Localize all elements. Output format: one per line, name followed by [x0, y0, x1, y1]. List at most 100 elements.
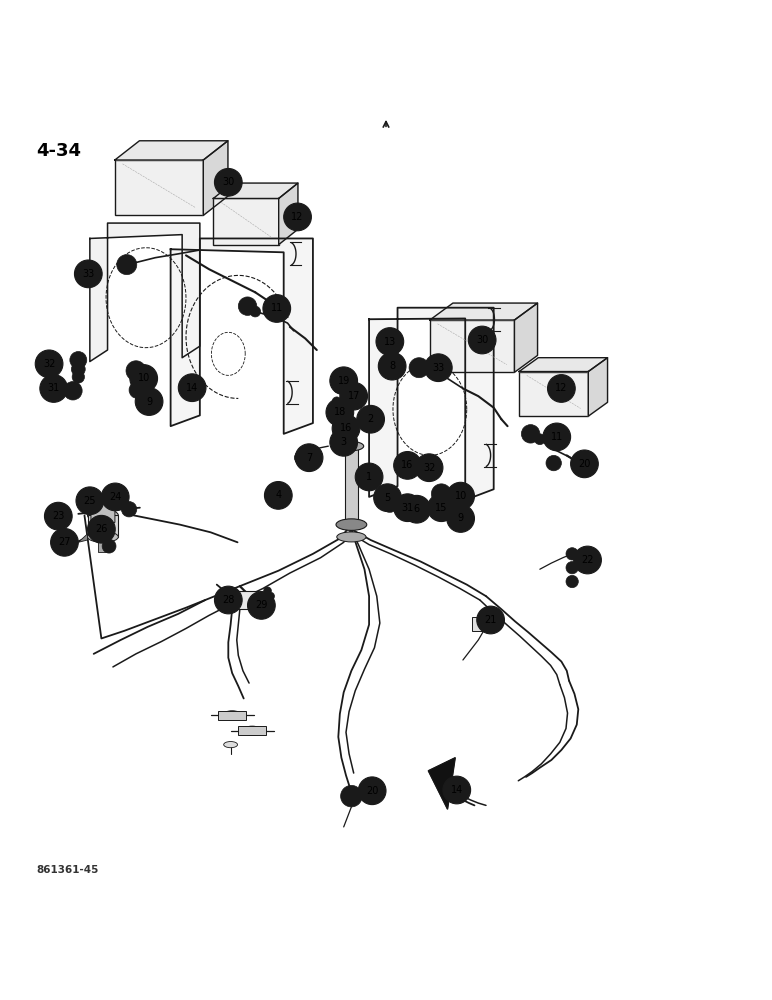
Circle shape	[121, 502, 137, 517]
Text: 11: 11	[550, 432, 563, 442]
Circle shape	[267, 592, 275, 600]
Circle shape	[294, 451, 308, 465]
Text: 30: 30	[222, 177, 235, 187]
Bar	[213, 198, 279, 245]
Circle shape	[527, 430, 534, 438]
Circle shape	[571, 450, 598, 478]
Circle shape	[265, 482, 292, 509]
Circle shape	[566, 548, 578, 560]
Circle shape	[45, 502, 72, 530]
Circle shape	[415, 363, 424, 372]
Circle shape	[437, 489, 446, 498]
Circle shape	[337, 435, 344, 442]
Text: 25: 25	[83, 496, 96, 506]
Text: 33: 33	[432, 363, 445, 373]
Circle shape	[358, 777, 386, 805]
Circle shape	[447, 505, 475, 532]
Circle shape	[332, 397, 341, 406]
Circle shape	[566, 575, 578, 588]
Text: 8: 8	[389, 361, 395, 371]
Circle shape	[259, 595, 267, 602]
Circle shape	[283, 203, 311, 231]
Text: 19: 19	[337, 376, 350, 386]
Circle shape	[106, 543, 112, 549]
Bar	[221, 591, 258, 609]
Circle shape	[443, 776, 471, 804]
Circle shape	[434, 504, 451, 521]
Circle shape	[469, 326, 496, 354]
Text: 14: 14	[186, 383, 198, 393]
Circle shape	[122, 260, 131, 269]
Text: 26: 26	[95, 524, 107, 534]
Circle shape	[409, 358, 429, 378]
Text: 14: 14	[451, 785, 463, 795]
Ellipse shape	[87, 532, 118, 542]
Circle shape	[438, 508, 446, 516]
Bar	[472, 617, 495, 631]
Bar	[218, 711, 246, 720]
Circle shape	[415, 454, 443, 482]
Circle shape	[332, 415, 360, 442]
Circle shape	[394, 452, 422, 479]
Circle shape	[425, 354, 452, 382]
Circle shape	[340, 382, 367, 410]
Circle shape	[401, 458, 418, 475]
Circle shape	[534, 434, 545, 445]
Circle shape	[36, 350, 63, 378]
Text: 12: 12	[555, 383, 567, 393]
Circle shape	[405, 505, 414, 514]
Text: 20: 20	[578, 459, 591, 469]
Circle shape	[215, 168, 242, 196]
Circle shape	[344, 420, 358, 434]
Circle shape	[69, 352, 86, 368]
Text: 22: 22	[581, 555, 594, 565]
Text: 9: 9	[146, 397, 152, 407]
Text: 20: 20	[366, 786, 378, 796]
Circle shape	[403, 495, 431, 523]
Polygon shape	[203, 141, 228, 215]
Text: 5: 5	[384, 493, 391, 503]
Bar	[239, 726, 266, 735]
Circle shape	[355, 463, 383, 491]
Text: 4: 4	[276, 490, 281, 500]
Text: 31: 31	[48, 383, 59, 393]
Circle shape	[394, 494, 422, 522]
Text: 13: 13	[384, 337, 396, 347]
Bar	[430, 320, 514, 372]
Ellipse shape	[224, 742, 238, 748]
Text: 1: 1	[366, 472, 372, 482]
Bar	[98, 537, 107, 552]
Circle shape	[359, 409, 371, 422]
Bar	[519, 372, 588, 416]
Circle shape	[87, 515, 115, 543]
Polygon shape	[90, 223, 200, 362]
Text: 4-34: 4-34	[36, 142, 81, 160]
Circle shape	[295, 444, 323, 472]
Ellipse shape	[222, 711, 242, 720]
Circle shape	[51, 528, 78, 556]
Circle shape	[101, 483, 129, 511]
Polygon shape	[514, 303, 537, 372]
Circle shape	[447, 482, 475, 510]
Circle shape	[135, 388, 163, 415]
Text: 7: 7	[306, 453, 312, 463]
Circle shape	[341, 373, 349, 381]
Circle shape	[333, 431, 348, 446]
Text: 24: 24	[109, 492, 121, 502]
Text: 861361-45: 861361-45	[36, 865, 98, 875]
Text: 16: 16	[401, 460, 414, 470]
Circle shape	[348, 424, 354, 430]
Circle shape	[344, 375, 347, 378]
Text: 28: 28	[222, 595, 235, 605]
Circle shape	[566, 562, 578, 574]
Ellipse shape	[87, 509, 118, 522]
Circle shape	[334, 384, 343, 393]
Text: 16: 16	[340, 423, 352, 433]
Ellipse shape	[336, 519, 367, 530]
Polygon shape	[115, 141, 228, 160]
Circle shape	[574, 546, 601, 574]
Ellipse shape	[337, 532, 366, 542]
Circle shape	[374, 484, 401, 512]
Ellipse shape	[242, 726, 262, 735]
Polygon shape	[428, 758, 455, 809]
